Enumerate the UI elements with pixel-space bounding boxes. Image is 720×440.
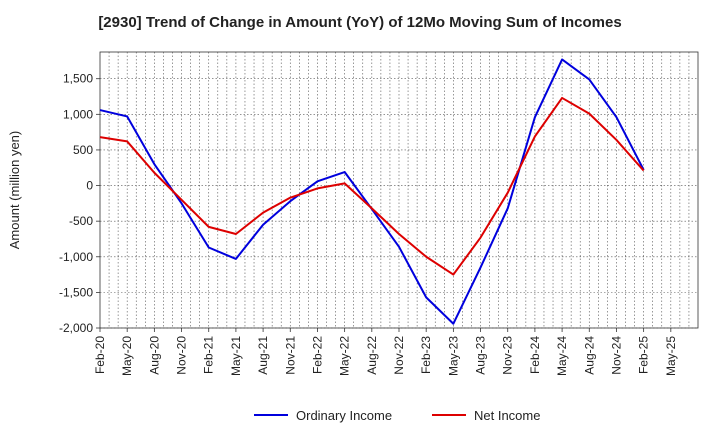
x-tick-label: Nov-22 (392, 336, 406, 375)
x-tick-label: May-25 (664, 336, 678, 376)
x-tick-label: Feb-21 (202, 336, 216, 374)
x-tick-label: Nov-23 (501, 336, 515, 375)
x-tick-label: Feb-22 (310, 336, 324, 374)
x-tick-label: Aug-21 (256, 336, 270, 375)
x-tick-label: May-23 (446, 336, 460, 376)
x-tick-label: May-24 (555, 336, 569, 376)
chart-title: [2930] Trend of Change in Amount (YoY) o… (98, 14, 622, 31)
x-tick-label: May-20 (120, 336, 134, 376)
y-tick-label: -500 (69, 214, 93, 228)
x-tick-label: May-21 (229, 336, 243, 376)
legend-label: Net Income (474, 408, 540, 423)
y-axis-label: Amount (million yen) (7, 131, 22, 250)
x-tick-label: May-22 (338, 336, 352, 376)
series-line-net-income (99, 96, 645, 276)
x-tick-label: Feb-25 (637, 336, 651, 374)
x-tick-label: Aug-20 (147, 336, 161, 375)
x-tick-label: Aug-22 (365, 336, 379, 375)
y-tick-label: 1,000 (63, 107, 93, 121)
x-tick-label: Nov-24 (609, 336, 623, 375)
legend-label: Ordinary Income (296, 408, 392, 423)
x-tick-label: Nov-20 (175, 336, 189, 375)
y-tick-label: -1,500 (59, 285, 93, 299)
y-tick-label: 1,500 (63, 72, 93, 86)
y-tick-label: 0 (86, 179, 93, 193)
y-tick-label: 500 (73, 143, 93, 157)
x-tick-label: Nov-21 (283, 336, 297, 375)
y-tick-label: -1,000 (59, 250, 93, 264)
y-tick-label: -2,000 (59, 321, 93, 335)
x-tick-label: Feb-23 (419, 336, 433, 374)
x-tick-label: Feb-24 (528, 336, 542, 374)
x-tick-label: Aug-23 (474, 336, 488, 375)
x-tick-label: Feb-20 (93, 336, 107, 374)
x-tick-label: Aug-24 (582, 336, 596, 375)
